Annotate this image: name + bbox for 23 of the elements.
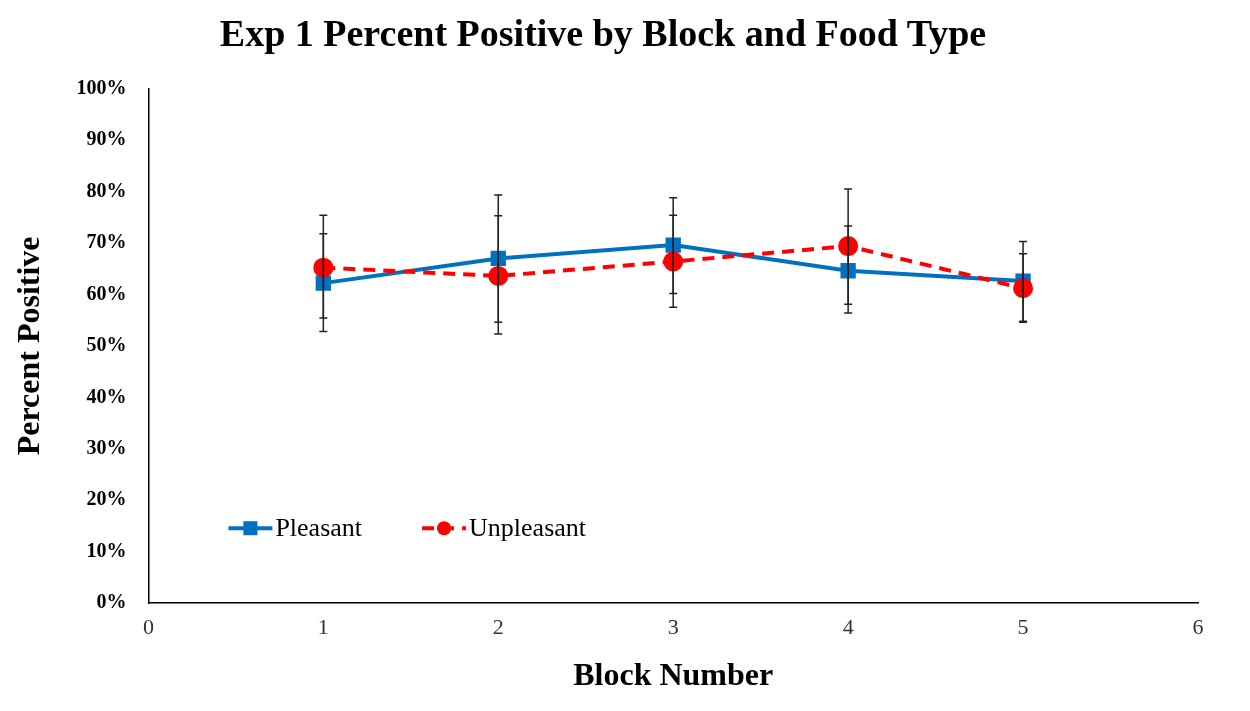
y-tick-label: 30%: [86, 435, 127, 458]
x-axis-title: Block Number: [573, 656, 774, 693]
x-tick-label: 0: [142, 614, 154, 640]
x-tick-label: 3: [667, 614, 679, 640]
y-tick-label: 60%: [86, 281, 127, 304]
x-tick-label: 5: [1017, 614, 1029, 640]
y-tick-label: 70%: [86, 230, 127, 253]
x-tick-label: 1: [317, 614, 329, 640]
x-tick-label: 4: [842, 614, 854, 640]
y-tick-label: 80%: [86, 178, 127, 201]
y-tick-label: 100%: [76, 75, 127, 98]
chart-title: Exp 1 Percent Positive by Block and Food Type: [219, 11, 987, 54]
y-axis-title: Percent Positive: [10, 236, 47, 456]
legend-label: Pleasant: [275, 513, 363, 543]
x-tick-label: 6: [1192, 614, 1204, 640]
y-tick-label: 90%: [86, 127, 127, 150]
y-tick-label: 10%: [86, 538, 127, 561]
y-tick-label: 0%: [96, 590, 127, 613]
x-tick-label: 2: [492, 614, 504, 640]
y-tick-label: 50%: [86, 333, 127, 356]
legend-label: Unpleasant: [469, 513, 587, 543]
y-tick-label: 40%: [86, 384, 127, 407]
y-tick-label: 20%: [86, 487, 127, 510]
